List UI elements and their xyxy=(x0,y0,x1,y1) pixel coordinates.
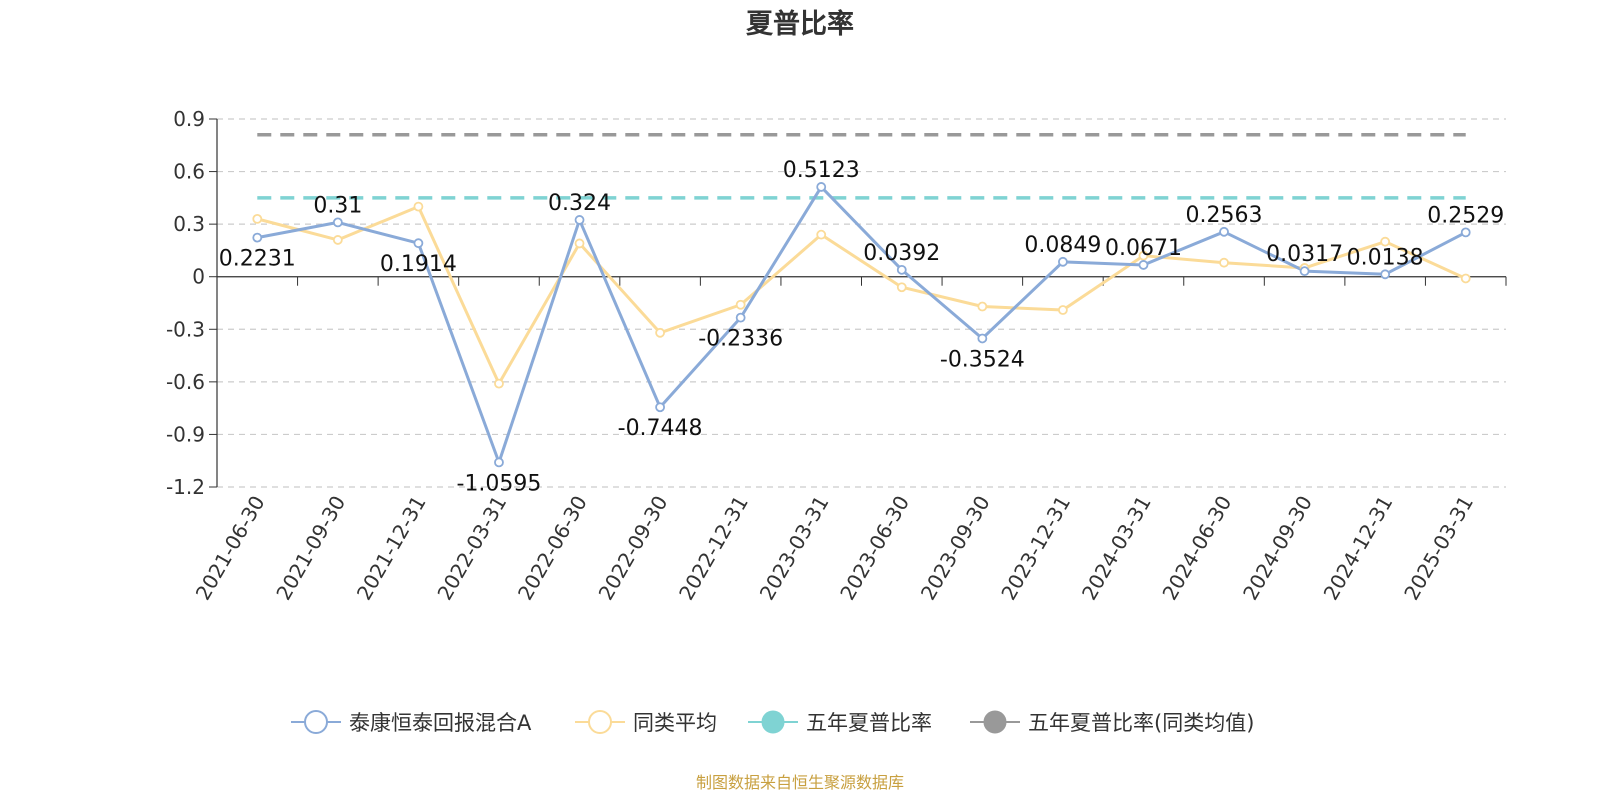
x-tick-label: 2021-09-30 xyxy=(271,492,350,605)
x-axis-ticks: 2021-06-30 2021-09-30 2021-12-31 2022-03-31… xyxy=(191,276,1507,605)
x-tick-label: 2023-06-30 xyxy=(835,492,914,605)
data-point xyxy=(896,282,907,293)
data-point xyxy=(252,232,263,243)
reference-lines xyxy=(257,133,1466,200)
data-point xyxy=(1219,257,1229,268)
x-tick-label: 2022-09-30 xyxy=(594,492,673,605)
data-point xyxy=(1380,269,1391,280)
y-tick-label: -0.3 xyxy=(166,317,205,341)
data-point xyxy=(574,238,585,249)
data-point xyxy=(1138,260,1149,270)
data-label: 0.2529 xyxy=(1427,203,1504,228)
series-line xyxy=(257,185,1467,464)
legend-item[interactable]: 泰康恒泰回报混合A xyxy=(291,710,532,735)
y-tick-label: 0 xyxy=(192,265,205,289)
data-point xyxy=(332,235,343,245)
legend-item[interactable]: 五年夏普比率(同类均值) xyxy=(970,710,1254,735)
legend-item[interactable]: 同类平均 xyxy=(575,710,717,735)
data-point xyxy=(735,312,746,323)
data-point xyxy=(494,378,504,389)
x-tick-label: 2024-09-30 xyxy=(1238,492,1317,605)
x-tick-label: 2022-12-31 xyxy=(674,492,753,605)
y-tick-label: 0.9 xyxy=(173,107,205,131)
legend-swatch-marker xyxy=(761,710,785,734)
y-tick-label: -1.2 xyxy=(166,475,205,499)
x-tick-label: 2022-03-31 xyxy=(432,492,511,605)
axes xyxy=(216,119,1506,487)
data-point xyxy=(816,229,827,240)
source-note: 制图数据来自恒生聚源数据库 xyxy=(696,773,904,792)
data-label: -1.0595 xyxy=(457,471,542,496)
data-point xyxy=(1058,256,1068,267)
y-tick-label: -0.6 xyxy=(166,370,205,394)
data-label: 0.31 xyxy=(313,193,362,218)
x-tick-label: 2021-06-30 xyxy=(191,492,270,605)
y-axis-ticks: 0.9 0.6 0.3 0 -0.3 -0.6 -0.9 -1.2 xyxy=(166,107,217,499)
y-tick-label: -0.9 xyxy=(166,422,205,446)
data-point xyxy=(816,182,827,192)
data-label: 0.0317 xyxy=(1266,242,1343,267)
data-label: 0.324 xyxy=(548,191,611,216)
data-label: 0.0849 xyxy=(1024,233,1101,258)
legend-label: 同类平均 xyxy=(633,711,717,735)
x-tick-label: 2024-06-30 xyxy=(1157,492,1236,605)
data-point xyxy=(655,402,665,413)
x-tick-label: 2024-03-31 xyxy=(1077,492,1156,605)
data-point xyxy=(896,264,907,275)
data-label: -0.7448 xyxy=(618,416,703,441)
data-point xyxy=(1058,305,1068,315)
data-point xyxy=(252,213,263,224)
legend-label: 泰康恒泰回报混合A xyxy=(349,711,532,735)
series-line xyxy=(256,205,1467,386)
legend-item[interactable]: 五年夏普比率 xyxy=(748,710,932,735)
grid-lines xyxy=(217,118,1506,488)
data-point xyxy=(1460,273,1471,284)
data-point xyxy=(1460,227,1471,238)
data-point xyxy=(655,327,665,338)
legend-swatch-marker xyxy=(588,710,612,734)
series-lines xyxy=(256,185,1467,464)
data-point xyxy=(332,217,343,228)
chart-title: 夏普比率 xyxy=(746,8,854,40)
legend-label: 五年夏普比率(同类均值) xyxy=(1028,711,1254,735)
data-point xyxy=(1299,266,1310,277)
data-point xyxy=(1380,236,1391,247)
x-tick-label: 2021-12-31 xyxy=(352,492,431,605)
legend-swatch-marker xyxy=(304,710,328,734)
data-label: 0.1914 xyxy=(380,252,457,277)
data-labels: 0.2231 0.31 0.1914 -1.0595 0.324 -0.7448 -0.23… xyxy=(219,158,1504,496)
series-points xyxy=(252,182,1471,468)
legend[interactable]: 泰康恒泰回报混合A 同类平均 五年夏普比率 五年夏普比率(同类均值) xyxy=(291,710,1254,735)
legend-label: 五年夏普比率 xyxy=(806,711,932,735)
data-label: 0.2231 xyxy=(219,247,296,272)
x-tick-label: 2023-03-31 xyxy=(755,492,834,605)
x-tick-label: 2024-12-31 xyxy=(1319,492,1398,605)
data-label: 0.0138 xyxy=(1347,245,1424,270)
x-tick-label: 2023-12-31 xyxy=(996,492,1075,605)
y-tick-label: 0.6 xyxy=(173,160,205,184)
data-label: -0.2336 xyxy=(698,327,783,352)
data-label: 0.0671 xyxy=(1105,236,1182,261)
data-point xyxy=(574,215,585,225)
data-point xyxy=(494,457,504,468)
data-label: 0.5123 xyxy=(783,158,860,183)
x-tick-label: 2022-06-30 xyxy=(513,492,592,605)
data-point xyxy=(1138,250,1149,261)
data-point xyxy=(1219,226,1229,237)
y-tick-label: 0.3 xyxy=(173,212,205,236)
x-tick-label: 2023-09-30 xyxy=(916,492,995,605)
data-point xyxy=(735,299,746,310)
x-tick-label: 2025-03-31 xyxy=(1399,492,1478,605)
data-point xyxy=(413,238,424,249)
data-label: -0.3524 xyxy=(940,347,1025,372)
data-point xyxy=(977,301,988,312)
data-label: 0.2563 xyxy=(1186,203,1263,228)
legend-swatch-marker xyxy=(983,710,1007,734)
data-point xyxy=(977,333,988,344)
data-label: 0.0392 xyxy=(863,241,940,266)
data-point xyxy=(413,201,424,212)
